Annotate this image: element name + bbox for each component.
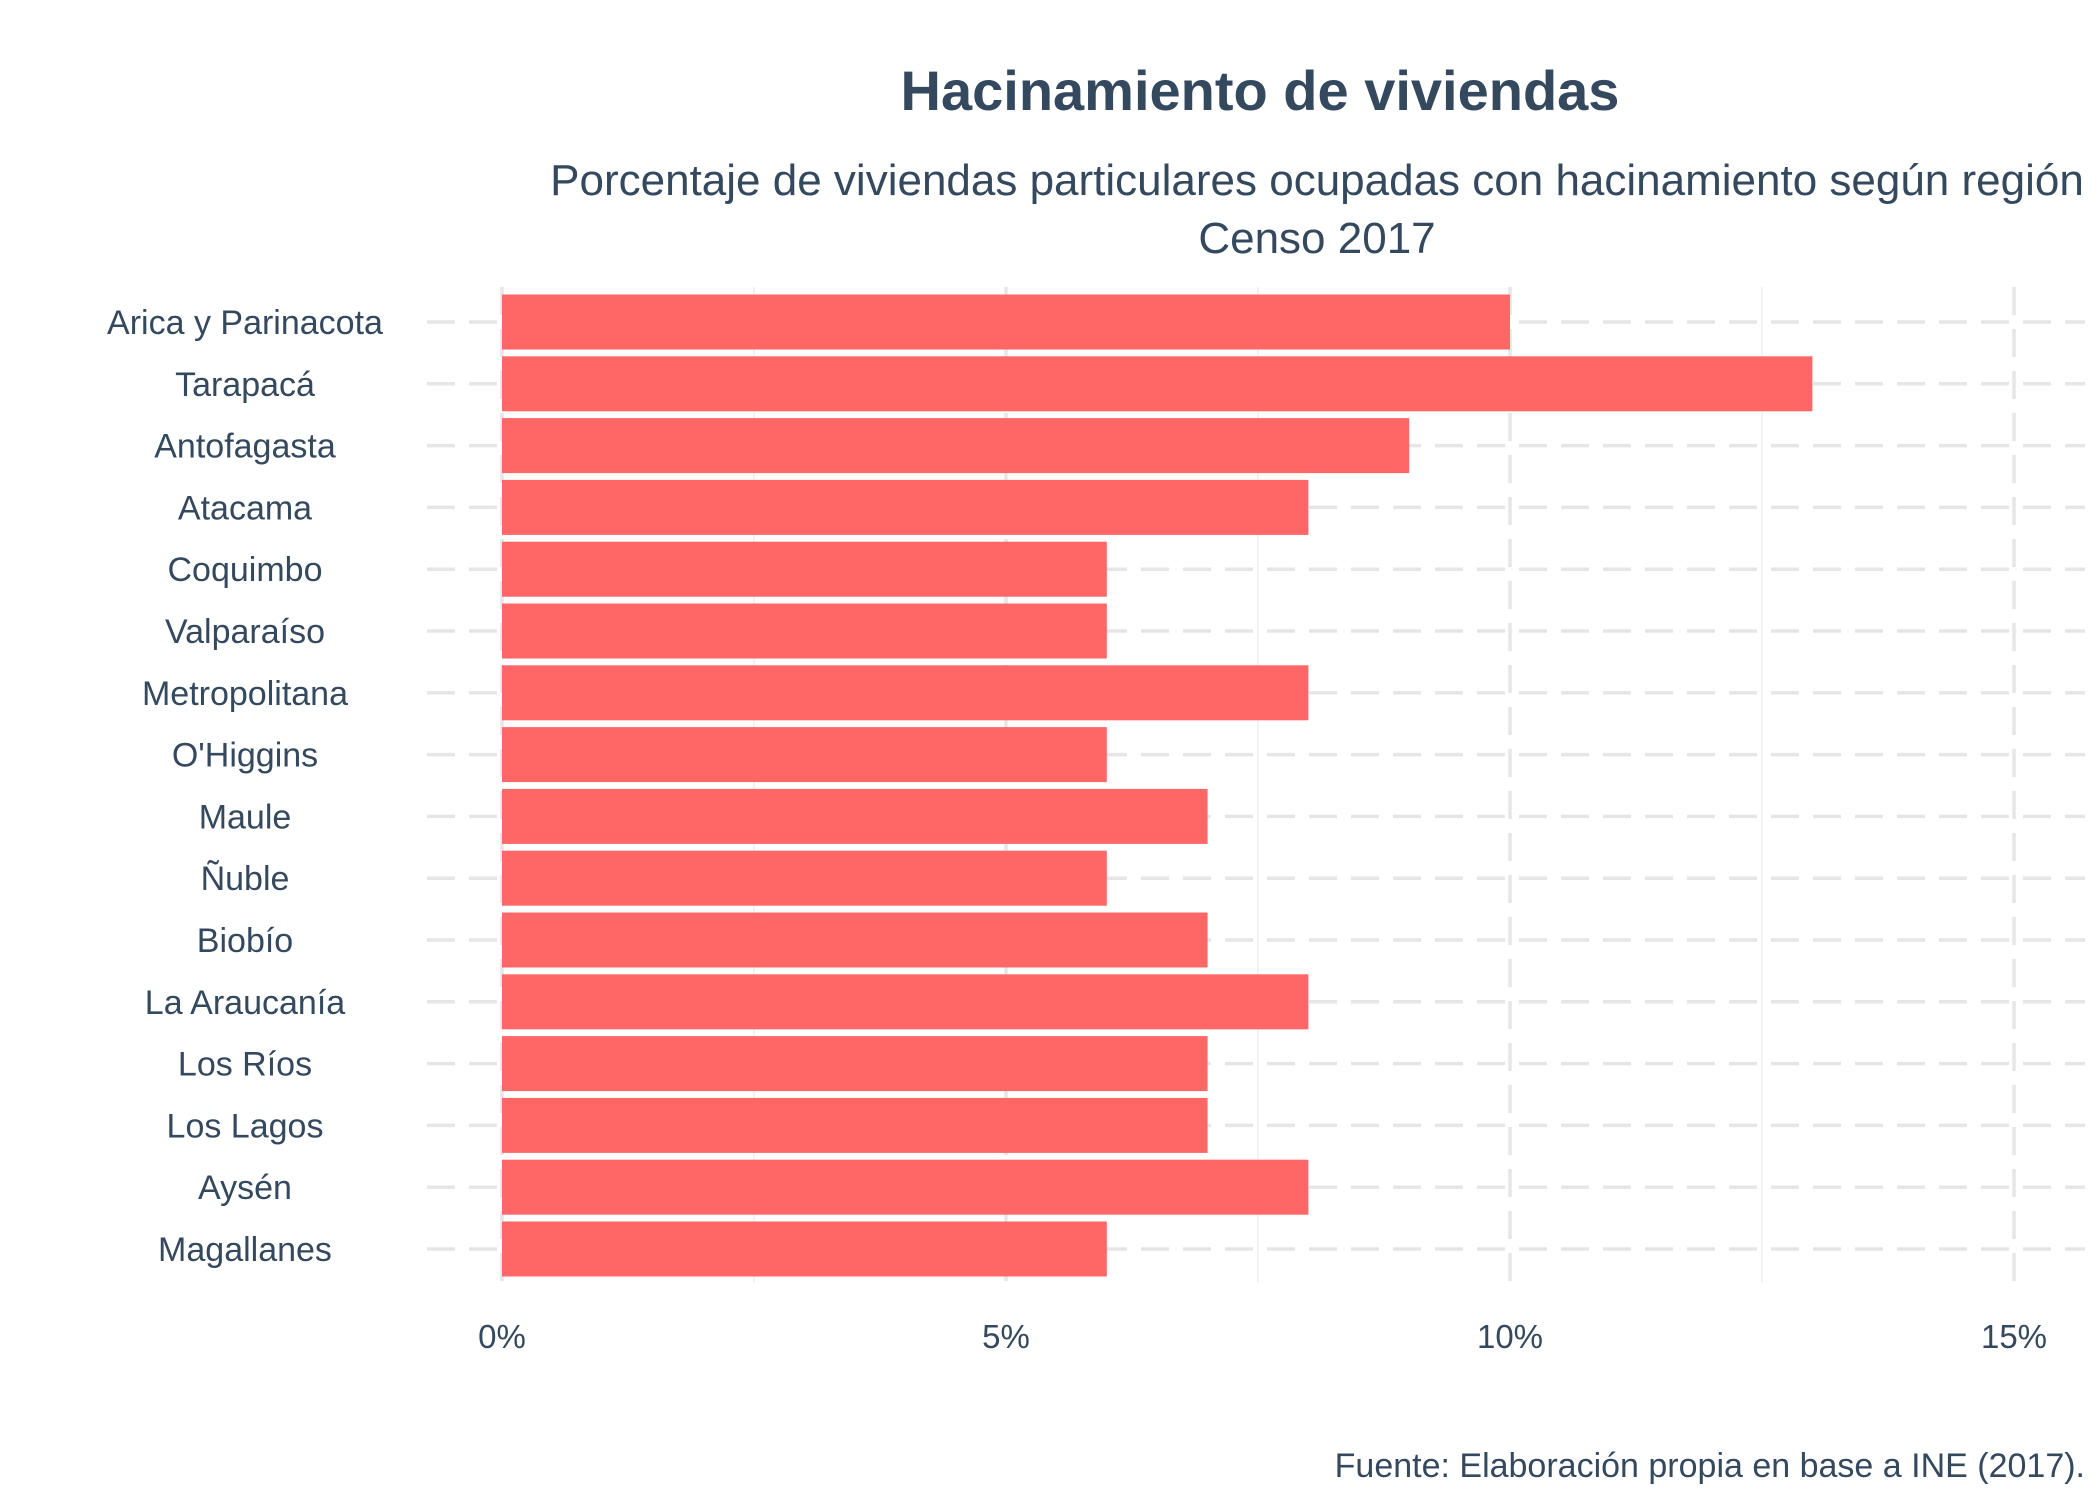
x-axis-tick-label: 15% <box>1981 1318 2047 1355</box>
bar <box>502 1097 1208 1153</box>
bar <box>502 1159 1309 1215</box>
y-axis-category-label: Biobío <box>197 922 293 960</box>
y-axis-category-label: Antofagasta <box>154 428 336 466</box>
chart-subtitle-line-2: Censo 2017 <box>1198 214 1435 263</box>
bar <box>502 788 1208 844</box>
chart-caption: Fuente: Elaboración propia en base a INE… <box>1335 1447 2085 1485</box>
bar <box>502 727 1107 783</box>
x-axis-tick-label: 0% <box>478 1318 526 1355</box>
bar <box>502 850 1107 906</box>
y-axis-labels: Arica y Parinacota Tarapacá Antofagasta Ata… <box>107 304 383 1269</box>
y-axis-category-label: Ñuble <box>201 860 290 898</box>
bar <box>502 974 1309 1030</box>
y-axis-category-label: Atacama <box>178 489 312 527</box>
bar <box>502 418 1410 474</box>
y-axis-category-label: Tarapacá <box>175 366 315 404</box>
bars <box>502 294 1813 1277</box>
y-axis-category-label: Valparaíso <box>165 613 325 651</box>
bar <box>502 1221 1107 1277</box>
bar <box>502 665 1309 721</box>
bar <box>502 912 1208 968</box>
chart-subtitle: Porcentaje de viviendas particulares ocu… <box>550 156 2084 205</box>
bar <box>502 541 1107 597</box>
y-axis-category-label: Coquimbo <box>168 551 323 589</box>
bar <box>502 294 1510 350</box>
y-axis-category-label: Magallanes <box>158 1231 332 1269</box>
y-axis-category-label: Arica y Parinacota <box>107 304 383 342</box>
y-axis-category-label: Los Lagos <box>167 1107 324 1145</box>
bar <box>502 1036 1208 1092</box>
y-axis-category-label: Aysén <box>198 1169 292 1207</box>
y-axis-category-label: Los Ríos <box>178 1046 312 1084</box>
bar <box>502 356 1813 412</box>
bar <box>502 479 1309 535</box>
x-axis-tick-labels: 0% 5% 10% 15% <box>478 1318 2047 1355</box>
x-axis-tick-label: 5% <box>982 1318 1030 1355</box>
bar <box>502 603 1107 659</box>
y-axis-category-label: Metropolitana <box>142 675 348 713</box>
x-axis-tick-label: 10% <box>1477 1318 1543 1355</box>
chart-title: Hacinamiento de viviendas <box>901 59 1620 122</box>
y-axis-category-label: Maule <box>199 798 292 836</box>
y-axis-category-label: La Araucanía <box>145 984 345 1022</box>
y-axis-category-label: O'Higgins <box>172 737 318 775</box>
